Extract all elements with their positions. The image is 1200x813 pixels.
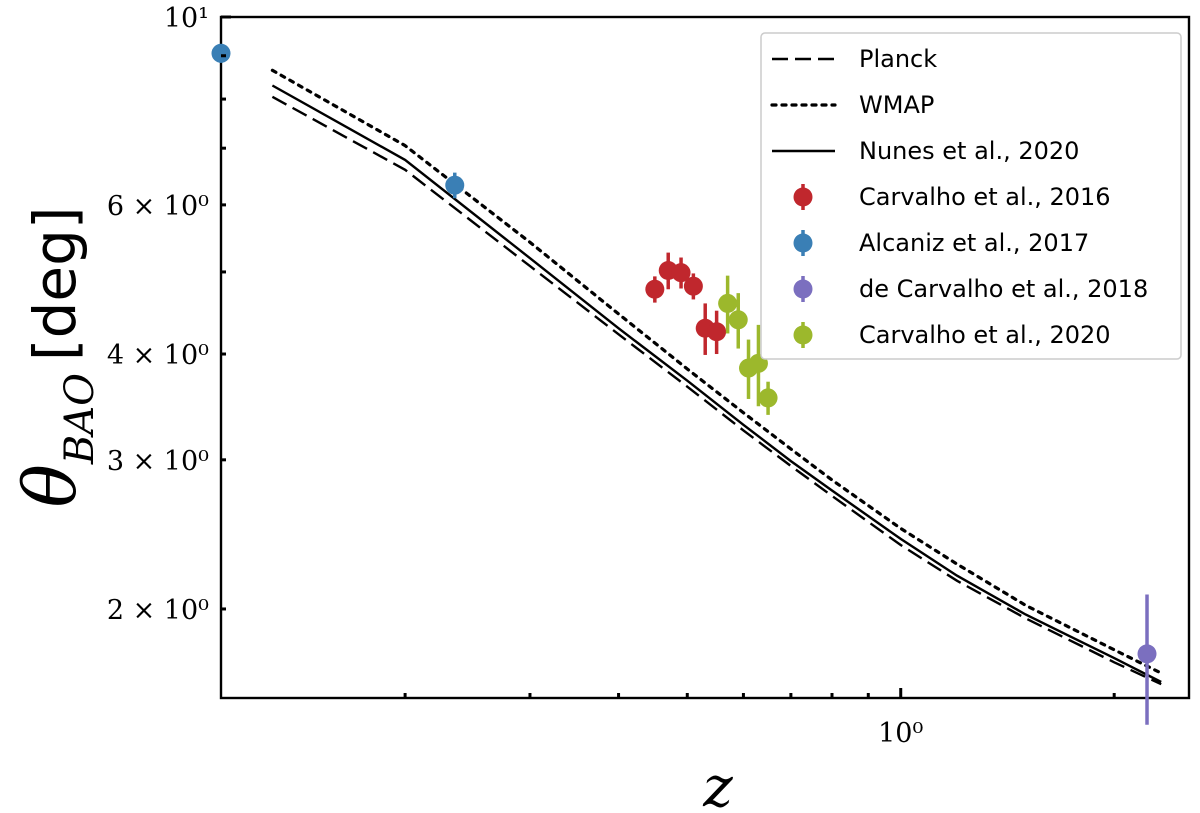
legend-entry: Carvalho et al., 2016: [793, 183, 1111, 211]
series-carvalho-et-al-2020: [718, 275, 778, 415]
data-points: [211, 43, 1157, 725]
data-point: [707, 322, 727, 342]
y-tick-label: 10¹: [164, 3, 209, 34]
y-axis-label-symbol: θ: [8, 464, 92, 507]
data-point: [1137, 644, 1157, 664]
legend-entry: Alcaniz et al., 2017: [793, 229, 1089, 257]
plot-frame: [219, 15, 1191, 700]
legend-entry: Planck: [772, 45, 937, 73]
x-axis-label: z: [702, 755, 733, 813]
legend-entry: Carvalho et al., 2020: [793, 321, 1111, 349]
model-curves: [270, 68, 1163, 686]
legend-label: Planck: [859, 45, 937, 73]
curve-wmap: [270, 68, 1163, 675]
y-tick-label: 3 × 10⁰: [107, 446, 209, 477]
data-point: [211, 43, 231, 63]
legend-box: [760, 32, 1182, 360]
legend-marker-swatch: [793, 279, 813, 299]
data-point: [728, 310, 748, 330]
series-carvalho-et-al-2016: [645, 252, 727, 355]
data-point: [671, 263, 691, 283]
y-tick-label: 2 × 10⁰: [107, 595, 209, 626]
legend-entry: Nunes et al., 2020: [772, 137, 1079, 165]
data-point: [445, 175, 465, 195]
data-point: [718, 293, 738, 313]
legend-label: WMAP: [859, 91, 934, 119]
legend-marker-swatch: [793, 233, 813, 253]
y-axis-label-unit: [deg]: [21, 206, 89, 361]
data-point: [645, 279, 665, 299]
curve-nunes-et-al-2020: [271, 84, 1162, 684]
y-tick-label: 4 × 10⁰: [107, 340, 209, 371]
x-tick-label: 10⁰: [878, 718, 923, 749]
legend-label: Carvalho et al., 2016: [859, 183, 1111, 211]
curve-planck: [271, 95, 1162, 686]
series-alcaniz-et-al-2017: [211, 43, 465, 199]
legend: Planck WMAP Nunes et al., 2020 Carvalho et …: [760, 32, 1182, 360]
svg-text:θBAO[deg]: θBAO [deg]: [8, 206, 103, 507]
data-point: [683, 276, 703, 296]
legend-entry: WMAP: [770, 91, 934, 119]
y-axis-label-subscript: BAO: [57, 373, 103, 465]
data-point: [758, 388, 778, 408]
legend-marker-swatch: [793, 325, 813, 345]
y-axis-label: θBAO [deg]: [8, 206, 103, 507]
series-de-carvalho-et-al-2018: [1137, 594, 1157, 725]
axis-ticks: [221, 15, 1116, 698]
y-tick-label: 6 × 10⁰: [107, 191, 209, 222]
tick-labels: 10⁰ 10¹ 6 × 10⁰ 4 × 10⁰ 3 × 10⁰ 2 × 10⁰: [107, 3, 924, 749]
legend-label: Nunes et al., 2020: [859, 137, 1079, 165]
legend-label: de Carvalho et al., 2018: [859, 275, 1148, 303]
legend-label: Carvalho et al., 2020: [859, 321, 1111, 349]
legend-entry: de Carvalho et al., 2018: [793, 275, 1148, 303]
legend-marker-swatch: [793, 187, 813, 207]
legend-label: Alcaniz et al., 2017: [859, 229, 1089, 257]
